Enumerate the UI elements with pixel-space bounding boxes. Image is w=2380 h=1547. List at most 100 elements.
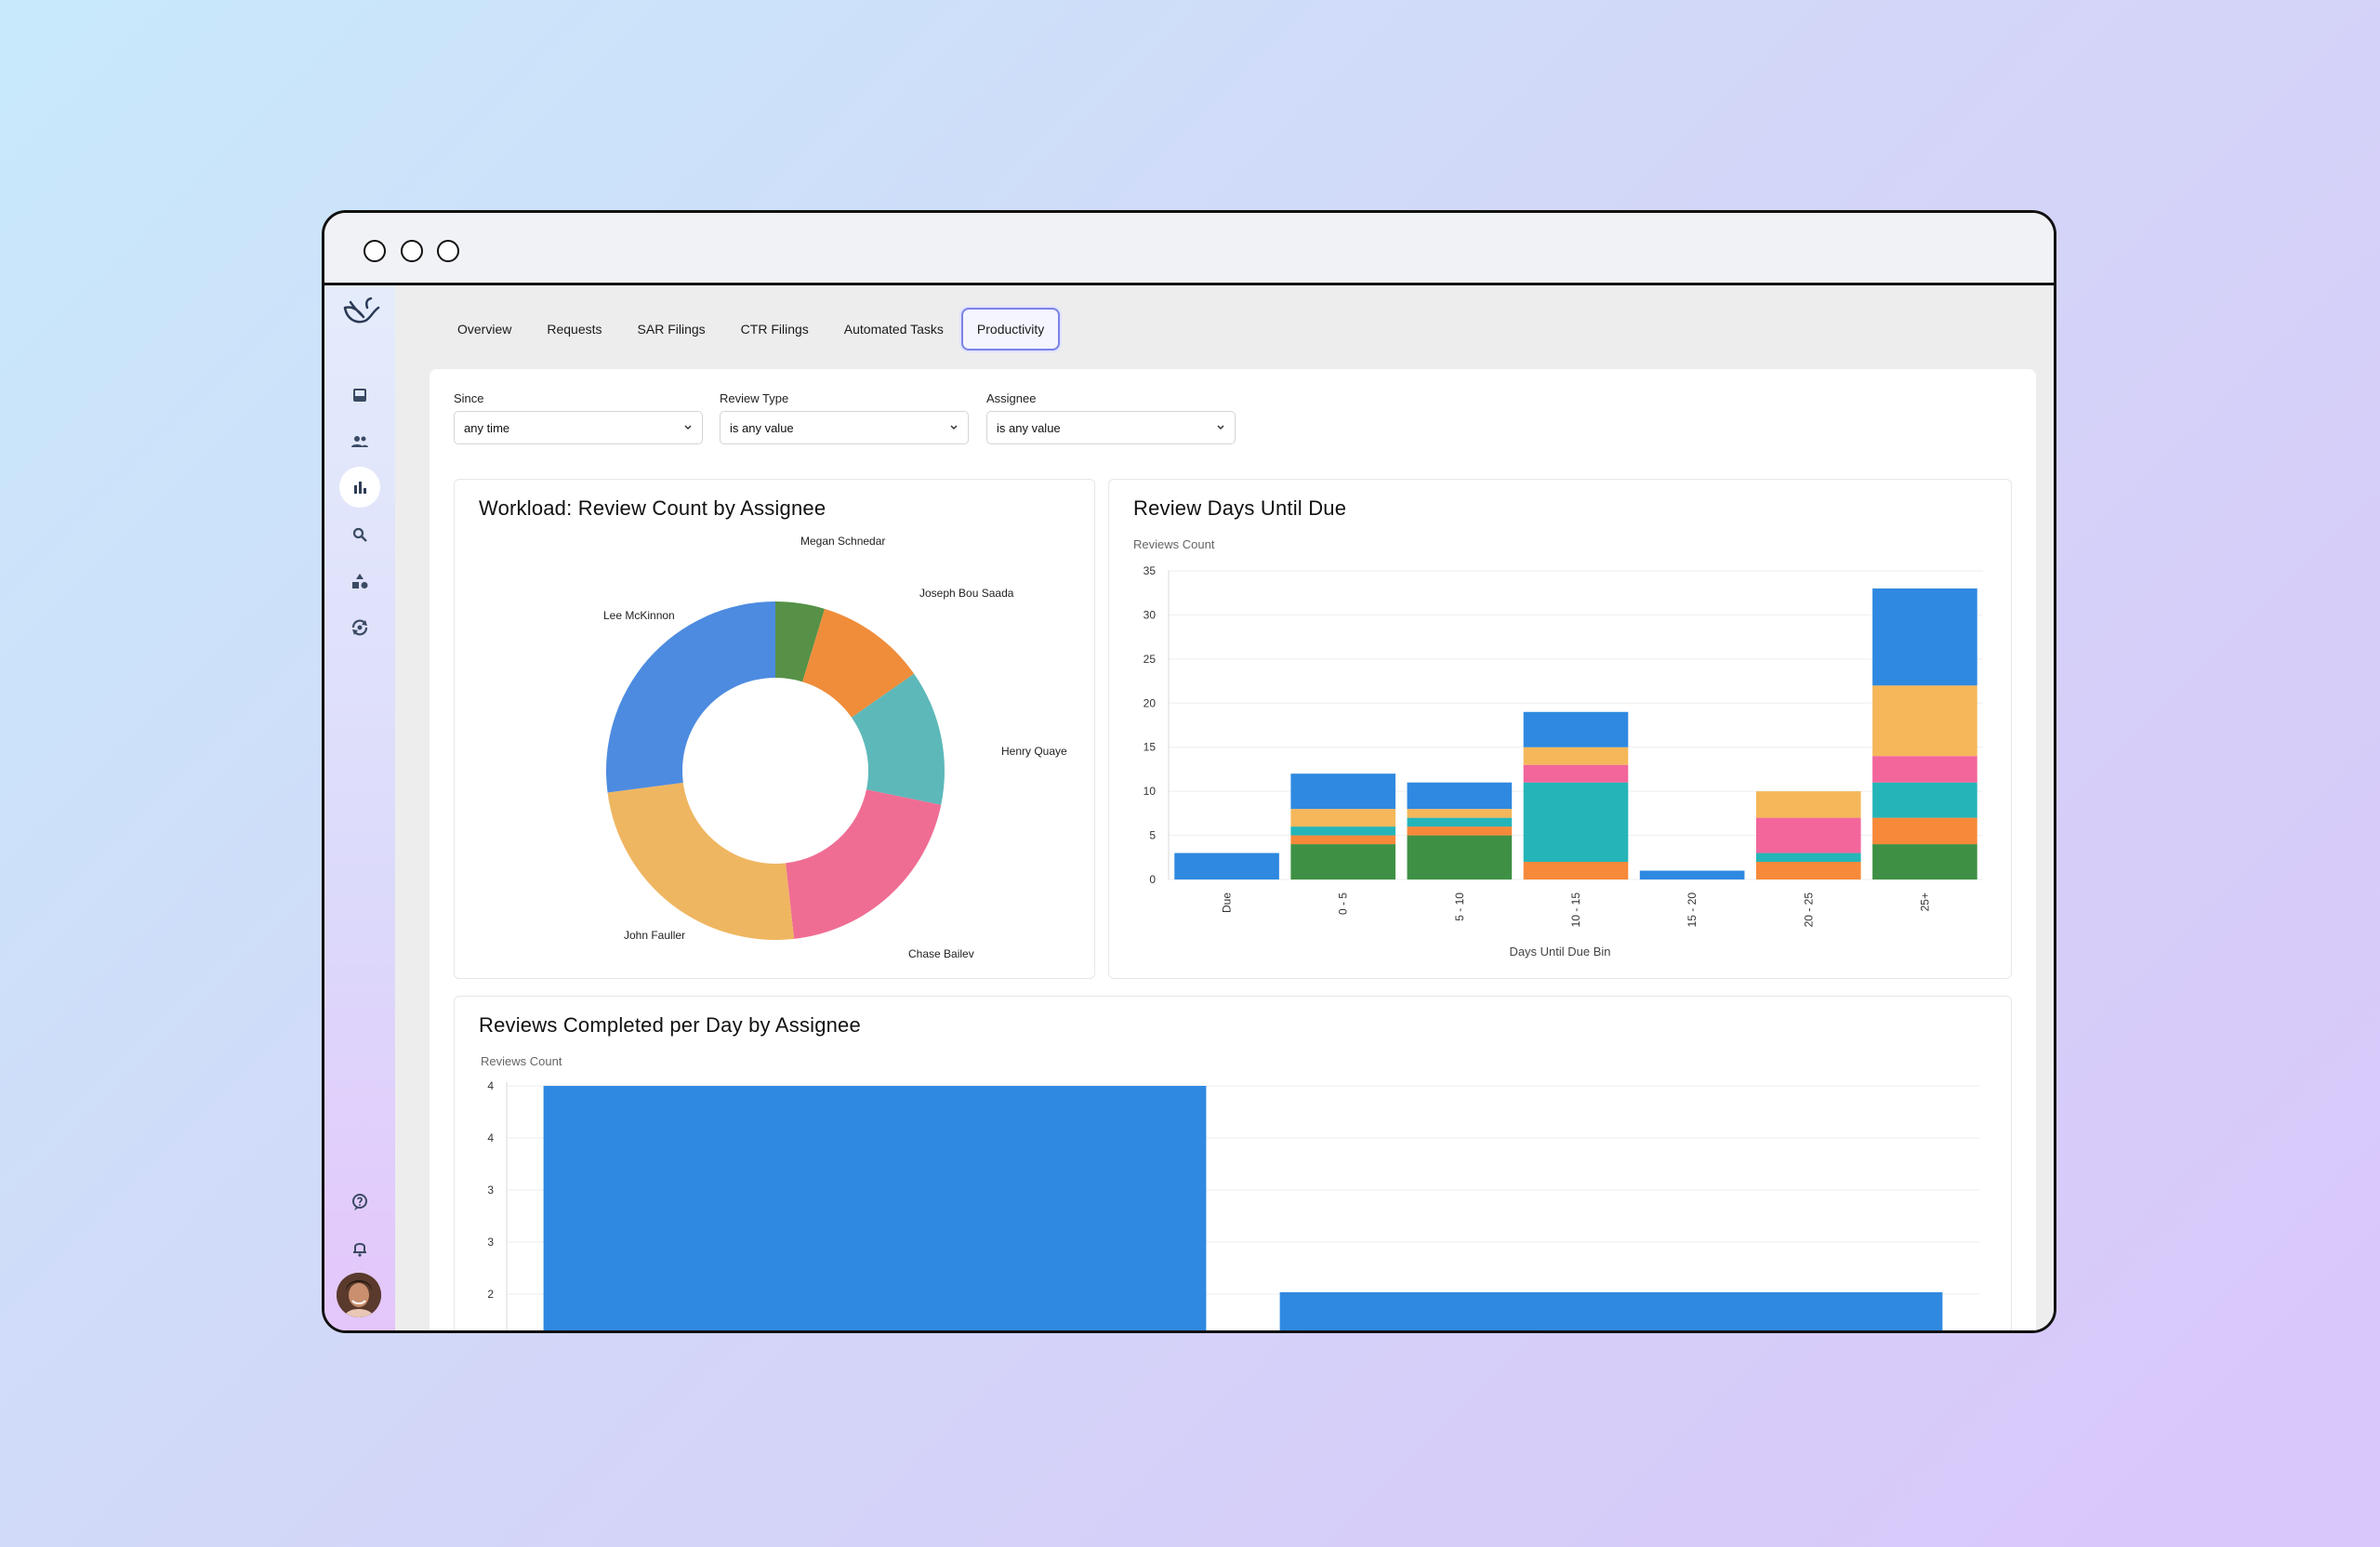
donut-slice[interactable] — [786, 789, 942, 939]
tab-requests[interactable]: Requests — [547, 322, 602, 337]
stacked-bar-segment[interactable] — [1407, 817, 1513, 827]
stacked-bar-segment[interactable] — [1872, 782, 1977, 818]
main-content: Overview Requests SAR Filings CTR Filing… — [395, 285, 2054, 1330]
window-close-button[interactable] — [364, 240, 386, 262]
y-tick-label: 30 — [1144, 608, 1157, 621]
per-day-ylabel: Reviews Count — [481, 1054, 562, 1068]
y-tick-label: 4 — [487, 1079, 494, 1092]
stacked-bar-segment[interactable] — [1407, 782, 1513, 810]
slice-label: Lee McKinnon — [603, 609, 675, 622]
y-tick-label: 25 — [1144, 653, 1157, 666]
y-tick-label: 35 — [1144, 564, 1157, 577]
filter-since-select[interactable]: any time — [454, 411, 703, 444]
stacked-bar-segment[interactable] — [1407, 809, 1513, 818]
per-day-bar[interactable] — [1279, 1292, 1943, 1333]
days-due-title: Review Days Until Due — [1133, 496, 1347, 520]
stacked-bar-segment[interactable] — [1290, 826, 1396, 836]
days-due-ylabel: Reviews Count — [1133, 537, 1215, 551]
tab-productivity[interactable]: Productivity — [960, 308, 1061, 350]
x-tick-label: 20 - 25 — [1802, 892, 1815, 928]
donut-slice[interactable] — [802, 608, 915, 718]
stacked-bar-segment[interactable] — [1872, 756, 1977, 783]
chevron-down-icon — [684, 425, 692, 430]
filter-review-type: Review Type is any value — [720, 391, 969, 444]
app-window: Overview Requests SAR Filings CTR Filing… — [322, 210, 2056, 1333]
stacked-bar-segment[interactable] — [1755, 862, 1861, 879]
workload-card: Workload: Review Count by Assignee Megan… — [454, 479, 1095, 979]
slice-label: Joseph Bou Saada — [919, 587, 1014, 600]
stacked-bar-segment[interactable] — [1290, 844, 1396, 879]
days-due-card: Review Days Until Due Reviews Count 0 5 10… — [1108, 479, 2012, 979]
filter-assignee: Assignee is any value — [986, 391, 1236, 444]
stacked-bar-segment[interactable] — [1523, 862, 1629, 879]
bar-chart-icon[interactable] — [339, 467, 380, 508]
stacked-bar-segment[interactable] — [1290, 774, 1396, 810]
donut-slice[interactable] — [607, 782, 795, 940]
x-tick-label: Due — [1221, 892, 1234, 913]
days-due-bar-chart: 0 5 10 15 20 25 30 35 Due 0 - 5 5 - 10 10 - 15 15 - … — [1144, 564, 1983, 928]
slice-label: Henry Quaye — [1001, 745, 1067, 758]
y-tick-label: 5 — [1149, 829, 1156, 842]
stacked-bar-segment[interactable] — [1872, 685, 1977, 757]
stacked-bar-segment[interactable] — [1872, 817, 1977, 845]
window-minimize-button[interactable] — [401, 240, 423, 262]
y-tick-label: 3 — [487, 1236, 494, 1249]
sidebar — [324, 285, 395, 1330]
bell-icon[interactable] — [339, 1228, 380, 1269]
slice-label: John Fauller — [624, 929, 685, 942]
y-tick-label: 20 — [1144, 696, 1157, 709]
chevron-down-icon — [1217, 425, 1224, 430]
sync-icon[interactable] — [339, 607, 380, 648]
help-icon[interactable] — [339, 1182, 380, 1223]
per-day-card: Reviews Completed per Day by Assignee Re… — [454, 996, 2012, 1333]
stacked-bar-segment[interactable] — [1872, 588, 1977, 686]
stacked-bar-segment[interactable] — [1174, 853, 1279, 879]
dashboard-panel: Since any time Review Type is any value … — [430, 369, 2036, 1333]
filter-since-value: any time — [464, 420, 510, 435]
stacked-bar-segment[interactable] — [1407, 826, 1513, 836]
filter-review-type-value: is any value — [730, 420, 794, 435]
title-bar — [324, 213, 2054, 285]
window-maximize-button[interactable] — [437, 240, 459, 262]
per-day-title: Reviews Completed per Day by Assignee — [479, 1013, 861, 1037]
tab-automated-tasks[interactable]: Automated Tasks — [843, 322, 944, 337]
workload-donut-chart: Megan Schnedar Joseph Bou Saada Henry Quay… — [603, 535, 1067, 960]
y-tick-label: 15 — [1144, 741, 1157, 754]
stacked-bar-segment[interactable] — [1639, 870, 1745, 879]
y-tick-label: 2 — [487, 1288, 494, 1301]
donut-slice[interactable] — [775, 602, 826, 682]
x-tick-label: 15 - 20 — [1686, 892, 1699, 928]
filter-assignee-value: is any value — [997, 420, 1061, 435]
avatar[interactable] — [337, 1273, 381, 1317]
stacked-bar-segment[interactable] — [1872, 844, 1977, 879]
tab-overview[interactable]: Overview — [457, 322, 512, 337]
slice-label: Chase Bailev — [908, 947, 974, 960]
stacked-bar-segment[interactable] — [1407, 835, 1513, 879]
donut-slice[interactable] — [851, 673, 945, 805]
shapes-icon[interactable] — [339, 561, 380, 602]
stacked-bar-segment[interactable] — [1290, 835, 1396, 845]
stacked-bar-segment[interactable] — [1755, 817, 1861, 853]
filter-assignee-select[interactable]: is any value — [986, 411, 1236, 444]
stacked-bar-segment[interactable] — [1755, 853, 1861, 863]
inbox-icon[interactable] — [339, 375, 380, 416]
days-due-xlabel: Days Until Due Bin — [1509, 945, 1611, 959]
x-tick-label: 5 - 10 — [1453, 892, 1466, 921]
stacked-bar-segment[interactable] — [1523, 747, 1629, 765]
users-icon[interactable] — [339, 421, 380, 462]
donut-slice[interactable] — [606, 602, 775, 793]
filter-review-type-select[interactable]: is any value — [720, 411, 969, 444]
slice-label: Megan Schnedar — [800, 535, 885, 548]
tab-ctr-filings[interactable]: CTR Filings — [740, 322, 809, 337]
search-icon[interactable] — [339, 514, 380, 555]
tab-sar-filings[interactable]: SAR Filings — [637, 322, 706, 337]
stacked-bar-segment[interactable] — [1755, 791, 1861, 818]
per-day-bar[interactable] — [543, 1086, 1207, 1333]
stacked-bar-segment[interactable] — [1523, 711, 1629, 747]
stacked-bar-segment[interactable] — [1523, 764, 1629, 783]
stacked-bar-segment[interactable] — [1290, 809, 1396, 827]
stacked-bar-segment[interactable] — [1523, 782, 1629, 863]
y-tick-label: 4 — [487, 1131, 494, 1144]
logo-bird-icon[interactable] — [339, 293, 380, 334]
